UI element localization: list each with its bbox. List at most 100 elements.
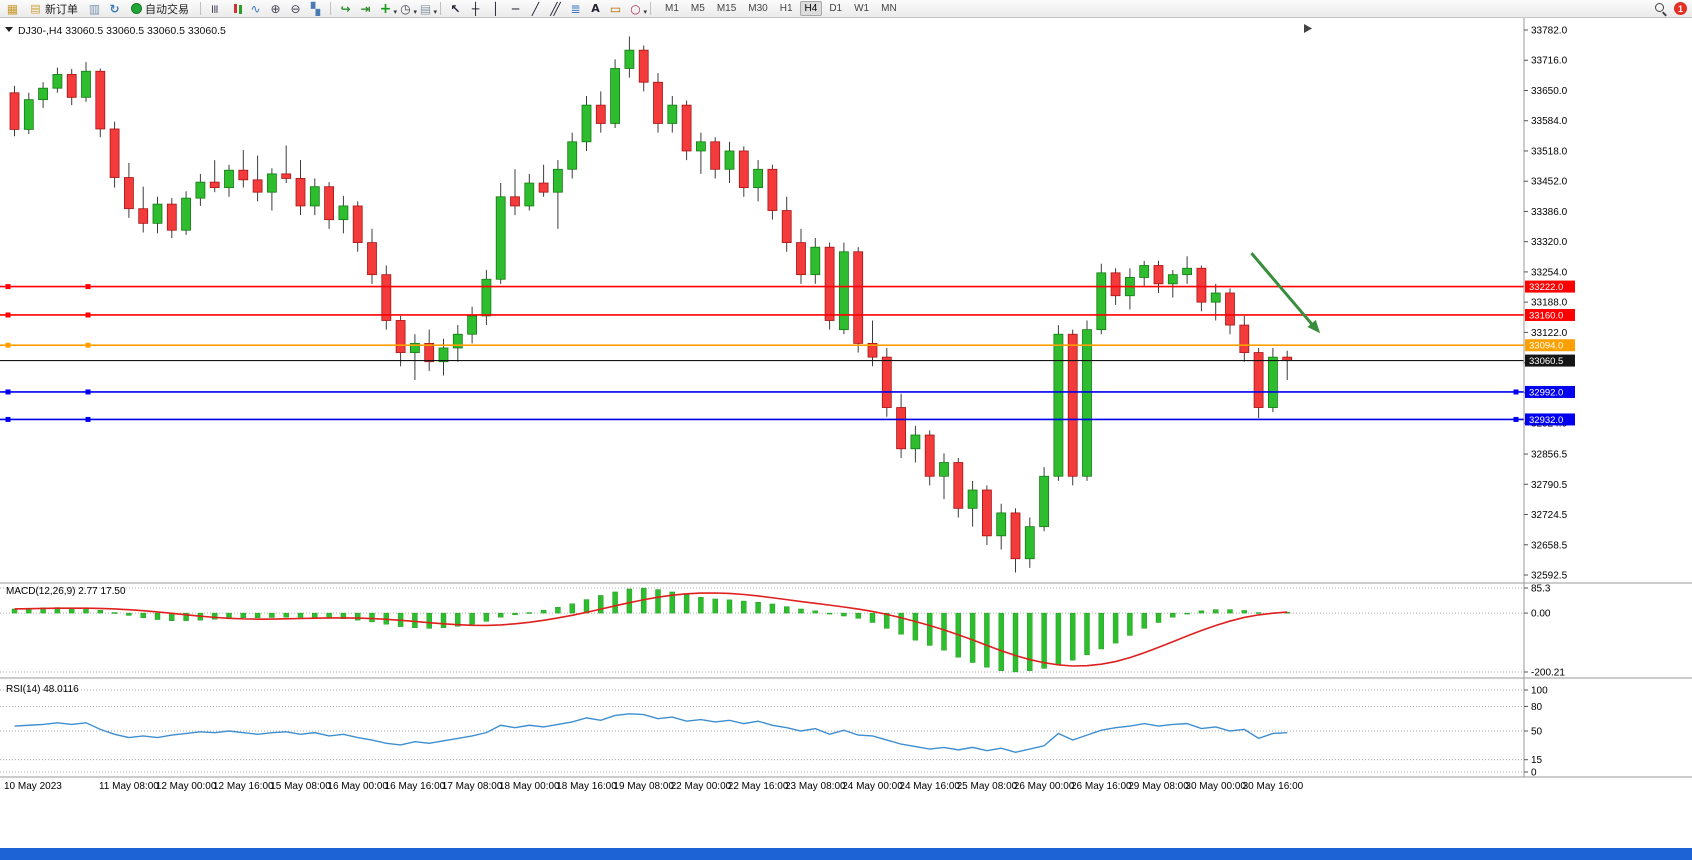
- macd-histogram-bar: [1112, 612, 1119, 644]
- templates-icon[interactable]: [416, 1, 437, 17]
- symbol-dropdown-icon[interactable]: [5, 27, 13, 32]
- indicators-icon[interactable]: [376, 1, 397, 17]
- macd-histogram-bar: [1098, 612, 1105, 650]
- bar-chart-icon[interactable]: [206, 1, 225, 17]
- candle-body: [1139, 265, 1150, 278]
- candle-body: [1153, 265, 1164, 285]
- chart-shift-marker[interactable]: [1304, 24, 1312, 33]
- macd-histogram-bar: [1255, 612, 1262, 614]
- crosshair-icon[interactable]: [466, 1, 485, 17]
- candle-body: [881, 356, 892, 408]
- hline-handle[interactable]: [85, 416, 91, 422]
- hline-handle[interactable]: [1513, 416, 1519, 422]
- price-tag-33060.5[interactable]: [1525, 354, 1575, 367]
- price-axis-label: 33386.0: [1531, 207, 1568, 218]
- timeframe-D1-button[interactable]: D1: [829, 3, 843, 14]
- macd-histogram-bar: [426, 612, 432, 629]
- price-axis-label: 33584.0: [1531, 116, 1568, 127]
- fibonacci-icon[interactable]: [566, 1, 585, 17]
- candle-body: [138, 208, 149, 224]
- chart-profiles-icon[interactable]: [85, 1, 104, 17]
- cursor-icon[interactable]: [446, 1, 465, 17]
- line-chart-icon[interactable]: [246, 1, 265, 17]
- price-tag-33222.0[interactable]: [1525, 280, 1575, 293]
- periods-icon[interactable]: [396, 1, 417, 17]
- candle-body: [9, 92, 20, 130]
- macd-histogram-bar: [140, 612, 146, 619]
- rsi-scale-label: 15: [1531, 755, 1543, 766]
- hline-handle[interactable]: [85, 342, 91, 348]
- price-axis-label: 32856.5: [1531, 450, 1568, 461]
- new-order-button[interactable]: 新订单: [23, 1, 84, 17]
- macd-histogram-bar: [240, 612, 247, 619]
- arrow-annotation-head[interactable]: [1307, 319, 1321, 334]
- autotrading-button[interactable]: 自动交易: [125, 1, 195, 17]
- macd-histogram-bar: [1155, 612, 1162, 623]
- time-axis-label: 17 May 08:00: [442, 781, 503, 792]
- candle-body: [1182, 267, 1192, 276]
- arrow-annotation-shaft[interactable]: [1250, 252, 1316, 328]
- rsi-scale-label: 0: [1531, 768, 1537, 779]
- zoom-in-icon[interactable]: [266, 1, 285, 17]
- time-axis-label: 19 May 08:00: [613, 781, 674, 792]
- new-chart-icon[interactable]: [3, 1, 22, 17]
- search-icon[interactable]: [1651, 1, 1670, 17]
- hline-handle[interactable]: [85, 284, 91, 290]
- timeframe-M30-button[interactable]: M30: [748, 3, 768, 14]
- price-axis-label: 33650.0: [1531, 86, 1568, 97]
- refresh-icon[interactable]: [105, 1, 124, 17]
- notification-badge[interactable]: 1: [1674, 2, 1687, 15]
- chart-background[interactable]: [0, 18, 1692, 848]
- macd-histogram-bar: [1241, 610, 1248, 614]
- price-tag-32992.0[interactable]: [1525, 385, 1575, 398]
- hline-handle[interactable]: [5, 312, 11, 318]
- price-tag-32932.0[interactable]: [1525, 413, 1575, 426]
- toolbar-separator: [200, 2, 201, 15]
- macd-histogram-bar: [483, 612, 490, 622]
- candle-body: [510, 196, 520, 207]
- price-axis-label: 32724.5: [1531, 510, 1568, 521]
- chart-area[interactable]: 33782.0 33716.0 33650.0 33584.0 33518.0 33452…: [0, 18, 1692, 848]
- hline-handle[interactable]: [85, 389, 91, 395]
- shapes-icon[interactable]: [626, 1, 647, 17]
- candle-body: [624, 49, 635, 69]
- candle-body: [95, 70, 106, 130]
- candle-body: [166, 203, 177, 231]
- timeframe-MN-button[interactable]: MN: [881, 3, 897, 14]
- zoom-out-icon[interactable]: [286, 1, 305, 17]
- chart-shift-icon[interactable]: [356, 1, 375, 17]
- text-icon[interactable]: [586, 1, 605, 17]
- main-toolbar: 新订单 自动交易 M1 M5 M15 M30 H1 H4 D1 W1 MN: [0, 0, 1692, 18]
- timeframe-H1-button[interactable]: H1: [779, 3, 793, 14]
- time-axis-label: 24 May 00:00: [842, 781, 903, 792]
- timeframe-H4-button[interactable]: H4: [799, 1, 823, 16]
- macd-histogram-bar: [912, 612, 919, 641]
- timeframe-M5-button[interactable]: M5: [690, 3, 705, 14]
- auto-scroll-icon[interactable]: [336, 1, 355, 17]
- hline-handle[interactable]: [5, 284, 11, 290]
- channel-icon[interactable]: [546, 1, 565, 17]
- timeframe-M1-button[interactable]: M1: [665, 3, 679, 14]
- hline-handle[interactable]: [85, 312, 91, 318]
- macd-scale-label: 0.00: [1531, 609, 1551, 620]
- price-tag-33160.0[interactable]: [1525, 308, 1575, 321]
- candle-body: [81, 70, 91, 98]
- timeframe-M15-button[interactable]: M15: [716, 3, 737, 14]
- new-order-label: 新订单: [45, 3, 78, 16]
- time-axis-label: 18 May 00:00: [499, 781, 560, 792]
- horizontal-line-icon[interactable]: [506, 1, 525, 17]
- vertical-line-icon[interactable]: [486, 1, 505, 17]
- hline-handle[interactable]: [5, 389, 11, 395]
- hline-handle[interactable]: [5, 342, 11, 348]
- text-label-icon[interactable]: [606, 1, 625, 17]
- macd-histogram-bar: [1069, 612, 1076, 661]
- hline-handle[interactable]: [1513, 389, 1519, 395]
- macd-histogram-bar: [1227, 609, 1233, 614]
- trendline-icon[interactable]: [526, 1, 545, 17]
- price-tag-33094.0[interactable]: [1525, 339, 1575, 352]
- hline-handle[interactable]: [5, 416, 11, 422]
- timeframe-W1-button[interactable]: W1: [854, 3, 870, 14]
- macd-histogram-bar: [755, 602, 761, 614]
- tile-windows-icon[interactable]: [306, 1, 325, 17]
- candlestick-chart-icon[interactable]: [226, 1, 245, 17]
